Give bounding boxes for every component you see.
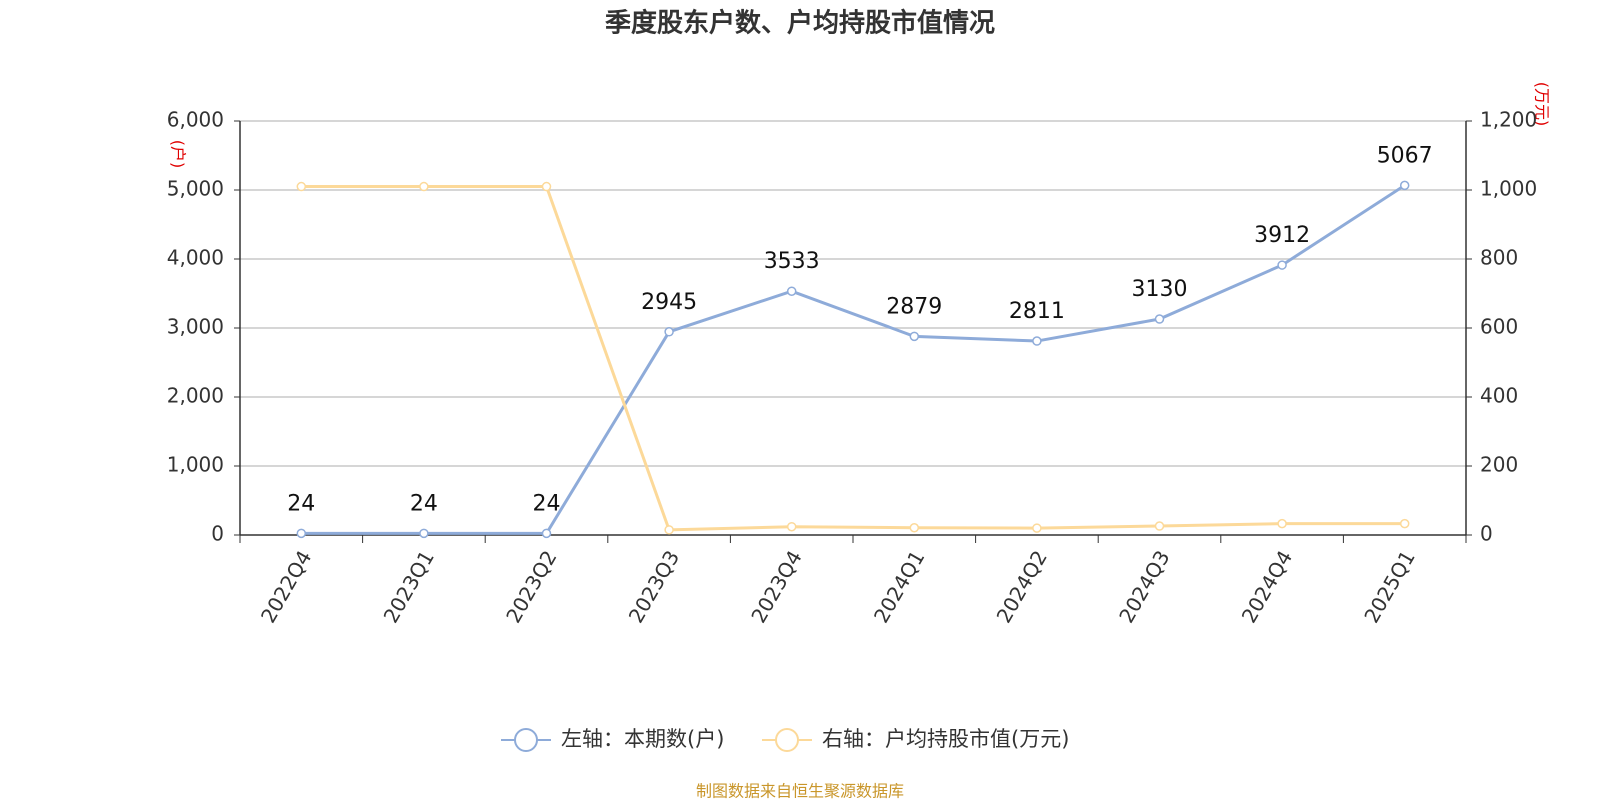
y2-tick-label: 200 bbox=[1480, 453, 1518, 477]
data-point bbox=[1032, 523, 1042, 533]
y2-tick-label: 600 bbox=[1480, 315, 1518, 339]
series-line bbox=[301, 185, 1405, 532]
y-tick-label: 4,000 bbox=[167, 246, 224, 270]
x-tick-label: 2023Q1 bbox=[379, 546, 439, 627]
y2-axis-label: (万元) bbox=[1533, 82, 1552, 127]
data-point bbox=[296, 528, 307, 539]
y-axis-label: (户) bbox=[169, 140, 188, 169]
y-tick-label: 0 bbox=[211, 522, 224, 546]
data-label: 3912 bbox=[1254, 223, 1310, 248]
data-point bbox=[541, 528, 552, 539]
y2-tick-label: 0 bbox=[1480, 522, 1493, 546]
x-tick-label: 2023Q4 bbox=[746, 546, 806, 627]
data-point bbox=[296, 181, 307, 192]
data-point bbox=[419, 528, 429, 539]
y2-tick-label: 800 bbox=[1480, 246, 1518, 270]
x-tick-label: 2024Q2 bbox=[992, 546, 1052, 627]
x-tick-label: 2024Q3 bbox=[1114, 546, 1174, 627]
x-tick-label: 2023Q3 bbox=[624, 546, 684, 627]
data-point bbox=[909, 331, 920, 342]
legend-label: 右轴：户均持股市值(万元) bbox=[822, 727, 1069, 751]
data-point bbox=[1277, 260, 1287, 270]
data-point bbox=[1277, 518, 1287, 529]
data-label: 3130 bbox=[1132, 277, 1188, 302]
x-tick-label: 2024Q4 bbox=[1237, 546, 1297, 627]
data-label: 2811 bbox=[1009, 299, 1065, 324]
y-tick-label: 5,000 bbox=[167, 177, 224, 201]
chart-title: 季度股东户数、户均持股市值情况 bbox=[605, 8, 995, 39]
data-label: 2945 bbox=[641, 290, 697, 315]
y2-tick-label: 400 bbox=[1480, 384, 1518, 408]
data-point bbox=[1154, 521, 1165, 531]
y-tick-label: 3,000 bbox=[167, 315, 224, 339]
x-tick-label: 2025Q1 bbox=[1359, 546, 1419, 627]
data-point bbox=[1399, 180, 1410, 191]
data-label: 5067 bbox=[1377, 143, 1433, 168]
data-label: 24 bbox=[533, 491, 561, 516]
data-point bbox=[1154, 314, 1165, 324]
x-tick-label: 2023Q2 bbox=[501, 546, 561, 627]
data-label: 2879 bbox=[886, 294, 942, 319]
legend-label: 左轴：本期数(户) bbox=[561, 727, 724, 751]
data-point bbox=[419, 181, 429, 192]
data-label: 3533 bbox=[764, 249, 820, 274]
y-tick-label: 1,000 bbox=[167, 453, 224, 477]
data-point bbox=[664, 525, 674, 535]
data-point bbox=[1399, 518, 1410, 529]
data-point bbox=[664, 327, 674, 337]
legend-marker bbox=[514, 728, 538, 752]
source-note: 制图数据来自恒生聚源数据库 bbox=[696, 782, 904, 800]
x-tick-label: 2022Q4 bbox=[256, 546, 316, 627]
data-label: 24 bbox=[287, 491, 315, 516]
y2-tick-label: 1,000 bbox=[1480, 177, 1537, 201]
x-tick-label: 2024Q1 bbox=[869, 546, 929, 627]
data-point bbox=[786, 286, 797, 296]
y2-tick-label: 1,200 bbox=[1480, 108, 1537, 132]
data-point bbox=[786, 521, 797, 532]
data-point bbox=[909, 523, 920, 533]
data-label: 24 bbox=[410, 491, 438, 516]
y-tick-label: 2,000 bbox=[167, 384, 224, 408]
series-line bbox=[301, 184, 1406, 535]
data-point bbox=[541, 181, 552, 192]
data-point bbox=[1032, 336, 1042, 346]
y-tick-label: 6,000 bbox=[167, 108, 224, 132]
legend-marker bbox=[775, 728, 799, 752]
